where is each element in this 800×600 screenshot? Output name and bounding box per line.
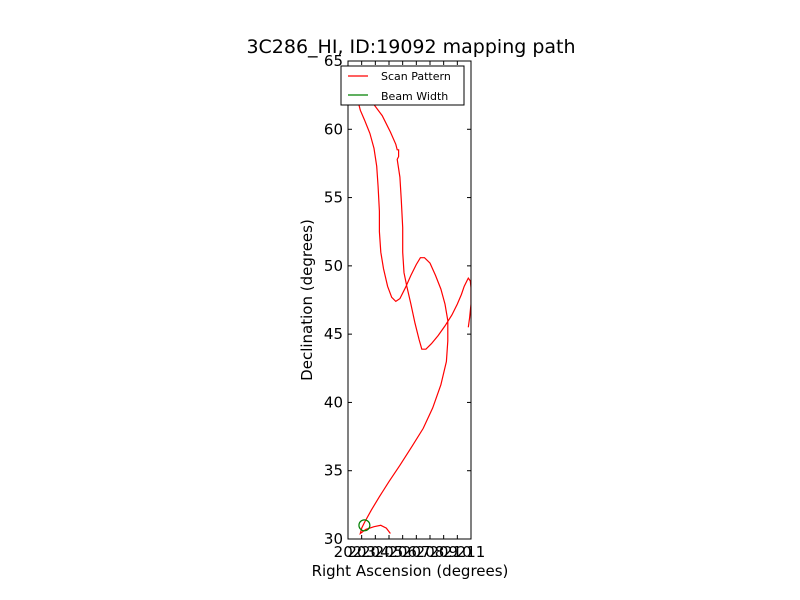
x-tick-label: 211 bbox=[457, 543, 486, 561]
scan-pattern-line bbox=[352, 92, 471, 536]
legend-label-beam-width: Beam Width bbox=[381, 90, 448, 103]
y-tick-label: 50 bbox=[324, 257, 343, 275]
y-tick-label: 30 bbox=[324, 530, 343, 548]
y-axis-ticks: 30 35 40 45 50 55 60 65 bbox=[324, 52, 471, 548]
beam-width-circle bbox=[358, 519, 371, 532]
x-tick-label: 208 bbox=[416, 543, 445, 561]
x-tick-label: 202 bbox=[334, 543, 363, 561]
legend-box bbox=[340, 65, 465, 106]
x-tick-label: 209 bbox=[429, 543, 458, 561]
chart-title: 3C286_HI, ID:19092 mapping path bbox=[246, 36, 575, 58]
plot-frame bbox=[347, 60, 472, 540]
legend-label-scan-pattern: Scan Pattern bbox=[381, 70, 451, 83]
y-tick-label: 45 bbox=[324, 325, 343, 343]
y-tick-label: 40 bbox=[324, 393, 343, 411]
x-tick-label: 206 bbox=[388, 543, 417, 561]
y-tick-label: 60 bbox=[324, 120, 343, 138]
x-tick-label: 203 bbox=[347, 543, 376, 561]
x-tick-label: 205 bbox=[375, 543, 404, 561]
y-axis-label: Declination (degrees) bbox=[298, 219, 316, 381]
x-tick-label: 204 bbox=[361, 543, 390, 561]
y-tick-label: 65 bbox=[324, 52, 343, 70]
x-axis-label: Right Ascension (degrees) bbox=[312, 562, 509, 580]
y-tick-label: 55 bbox=[324, 189, 343, 207]
x-tick-label: 210 bbox=[443, 543, 472, 561]
plot-area: 30 35 40 45 50 55 60 65 20220320420520620720820… bbox=[324, 52, 485, 561]
y-tick-label: 35 bbox=[324, 462, 343, 480]
x-tick-label: 207 bbox=[402, 543, 431, 561]
legend: Scan Pattern Beam Width bbox=[340, 65, 465, 106]
